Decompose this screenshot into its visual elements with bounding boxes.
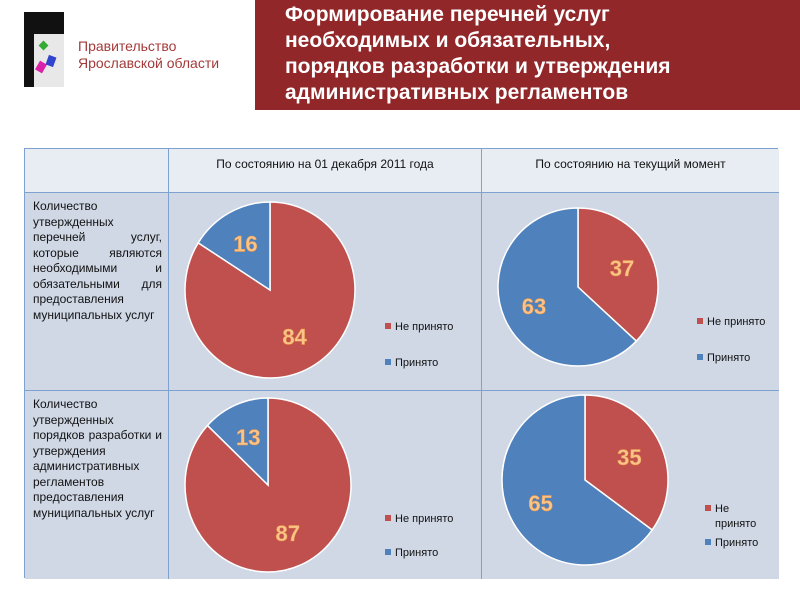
legend-swatch bbox=[705, 539, 711, 545]
data-label: 13 bbox=[236, 425, 260, 450]
pie-slice bbox=[501, 394, 654, 566]
legend-label: Принято bbox=[707, 352, 750, 364]
legend-label: Не принято bbox=[395, 513, 453, 525]
legend-swatch bbox=[385, 549, 391, 555]
title-line: Формирование перечней услуг bbox=[285, 3, 610, 26]
title-banner: Формирование перечней услуг необходимых … bbox=[255, 0, 800, 110]
data-label: 63 bbox=[522, 294, 546, 319]
column-header: По состоянию на текущий момент bbox=[482, 149, 779, 193]
row-label: Количество утвержденных перечней услуг, … bbox=[25, 193, 169, 391]
pie-slice bbox=[206, 397, 269, 487]
legend-label: Не принято bbox=[395, 321, 453, 333]
pie-slice bbox=[584, 394, 669, 532]
data-label: 37 bbox=[610, 256, 634, 281]
organization-name: Правительство Ярославской области bbox=[78, 38, 219, 72]
data-label: 16 bbox=[233, 232, 257, 257]
title-line: порядков разработки и утверждения bbox=[285, 55, 671, 78]
legend-swatch bbox=[385, 515, 391, 521]
legend-swatch bbox=[705, 505, 711, 511]
legend-label: Принято bbox=[395, 547, 438, 559]
org-line: Правительство bbox=[78, 38, 177, 54]
data-label: 84 bbox=[282, 324, 307, 349]
legend-label: Принято bbox=[715, 537, 758, 549]
pie-slice bbox=[577, 207, 659, 343]
org-line: Ярославской области bbox=[78, 55, 220, 71]
data-label: 87 bbox=[276, 521, 300, 546]
legend-label: Не принято bbox=[715, 503, 756, 530]
government-logo bbox=[24, 12, 64, 87]
row-label: Количество утвержденных порядков разрабо… bbox=[25, 391, 169, 579]
pie-slice bbox=[197, 201, 271, 292]
column-header: По состоянию на 01 декабря 2011 года bbox=[169, 149, 482, 193]
legend-label: Не принято bbox=[707, 316, 765, 328]
data-label: 35 bbox=[617, 445, 641, 470]
pie-slice bbox=[497, 207, 638, 367]
data-label: 65 bbox=[528, 491, 552, 516]
legend-swatch bbox=[697, 318, 703, 324]
legend-label: Принято bbox=[395, 357, 438, 369]
legend-swatch bbox=[385, 323, 391, 329]
title-line: необходимых и обязательных, bbox=[285, 29, 611, 52]
title-line: административных регламентов bbox=[285, 81, 629, 104]
legend-swatch bbox=[697, 354, 703, 360]
corner-cell bbox=[25, 149, 169, 193]
legend-swatch bbox=[385, 359, 391, 365]
